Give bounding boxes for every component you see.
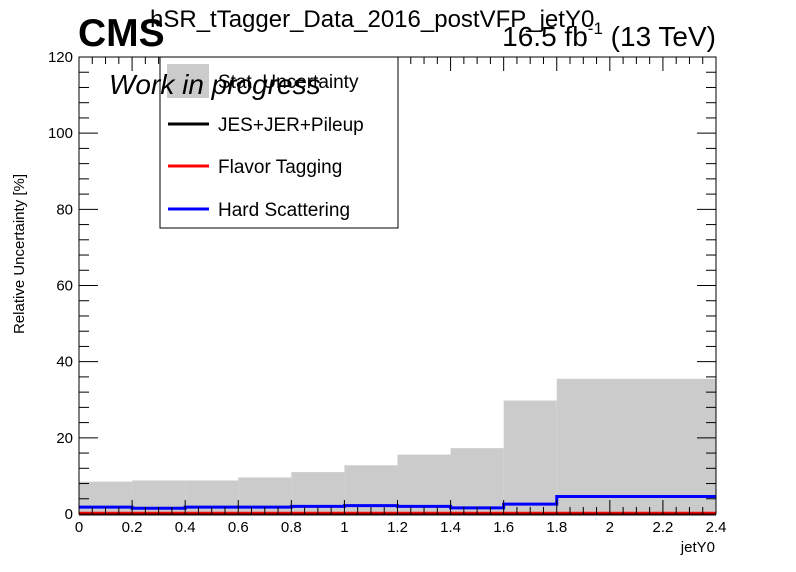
legend-label-jes: JES+JER+Pileup <box>218 115 364 136</box>
x-tick-label: 1.6 <box>493 519 514 536</box>
y-tick-label: 100 <box>48 125 73 142</box>
work-in-progress-label: Work in progress <box>109 69 321 100</box>
stat-bin <box>503 400 557 514</box>
x-tick-label: 1 <box>340 519 348 536</box>
y-tick-label: 20 <box>56 430 73 447</box>
x-tick-label: 0.4 <box>175 519 196 536</box>
y-tick-label: 40 <box>56 354 73 371</box>
lumi-label: 16.5 fb-1 (13 TeV) <box>502 19 716 52</box>
x-tick-label: 2 <box>606 519 614 536</box>
x-tick-label: 2.2 <box>652 519 673 536</box>
x-tick-label: 1.8 <box>546 519 567 536</box>
x-tick-label: 0.8 <box>281 519 302 536</box>
plot-title: hSR_tTagger_Data_2016_postVFP_jetY0 <box>150 6 594 33</box>
x-tick-label: 1.2 <box>387 519 408 536</box>
legend-label-flavor: Flavor Tagging <box>218 157 342 178</box>
y-tick-label: 0 <box>65 506 73 523</box>
y-tick-label: 120 <box>48 49 73 66</box>
legend: Stat. Uncertainty JES+JER+Pileup Flavor … <box>159 56 399 229</box>
x-tick-label: 1.4 <box>440 519 461 536</box>
lumi-energy: (13 TeV) <box>603 21 716 52</box>
y-tick-label: 80 <box>56 201 73 218</box>
stat-bin <box>450 448 504 514</box>
y-axis-title: Relative Uncertainty [%] <box>11 174 28 334</box>
y-tick-label: 60 <box>56 278 73 295</box>
legend-swatch-stat <box>167 64 209 98</box>
y-tick-labels: 0 20 40 60 80 100 120 <box>48 49 73 523</box>
stat-bin <box>556 378 716 514</box>
x-tick-label: 2.4 <box>706 519 727 536</box>
legend-label-stat: Stat. Uncertainty <box>218 72 359 93</box>
lumi-value: 16.5 fb <box>502 21 588 52</box>
x-tick-label: 0.6 <box>228 519 249 536</box>
lumi-exponent: -1 <box>588 19 603 38</box>
legend-label-hard: Hard Scattering <box>218 200 350 221</box>
x-tick-label: 0.2 <box>122 519 143 536</box>
stat-bin <box>397 454 451 514</box>
cms-label: CMS <box>78 12 165 55</box>
x-tick-labels: 0 0.2 0.4 0.6 0.8 1 1.2 1.4 1.6 1.8 2 2.2 2.4 <box>75 519 727 536</box>
x-tick-label: 0 <box>75 519 83 536</box>
x-axis-title: jetY0 <box>680 539 715 556</box>
